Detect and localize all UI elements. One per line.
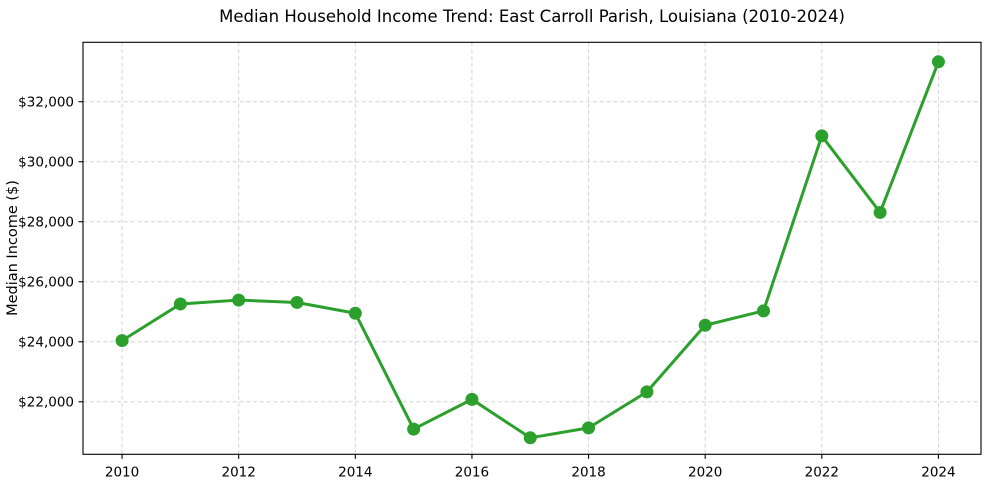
data-point bbox=[348, 306, 362, 320]
x-tick-label: 2014 bbox=[338, 464, 372, 480]
data-point bbox=[640, 385, 654, 399]
y-axis-label: Median Income ($) bbox=[5, 180, 21, 316]
y-tick-label: $26,000 bbox=[18, 275, 74, 291]
data-point bbox=[173, 297, 187, 311]
data-point bbox=[232, 293, 246, 307]
x-tick-label: 2018 bbox=[571, 464, 605, 480]
data-point bbox=[523, 431, 537, 445]
plot-border bbox=[82, 41, 982, 455]
x-tick-label: 2012 bbox=[222, 464, 256, 480]
data-point bbox=[931, 55, 945, 69]
y-tick-label: $32,000 bbox=[18, 95, 74, 111]
data-point bbox=[290, 295, 304, 309]
trend-line bbox=[120, 60, 940, 440]
tick-layer: 2010 2012 2014 2016 2018 2020 2022 2024 $22,000 $… bbox=[18, 95, 955, 481]
y-tick-label: $28,000 bbox=[18, 215, 74, 231]
x-tick-label: 2024 bbox=[921, 464, 955, 480]
y-tick-label: $30,000 bbox=[18, 155, 74, 171]
data-point bbox=[756, 304, 770, 318]
data-point bbox=[407, 422, 421, 436]
data-point bbox=[873, 205, 887, 219]
x-tick-label: 2022 bbox=[805, 464, 839, 480]
data-point bbox=[582, 421, 596, 435]
data-point bbox=[698, 318, 712, 332]
x-tick-label: 2010 bbox=[105, 464, 139, 480]
data-point bbox=[815, 129, 829, 143]
grid-layer bbox=[83, 42, 981, 455]
x-tick-label: 2016 bbox=[455, 464, 489, 480]
data-point bbox=[115, 334, 129, 348]
series-layer bbox=[115, 55, 945, 445]
y-tick-label: $22,000 bbox=[18, 395, 74, 411]
chart-title: Median Household Income Trend: East Carr… bbox=[219, 7, 845, 26]
x-tick-label: 2020 bbox=[688, 464, 722, 480]
data-point bbox=[465, 392, 479, 406]
y-tick-label: $24,000 bbox=[18, 335, 74, 351]
